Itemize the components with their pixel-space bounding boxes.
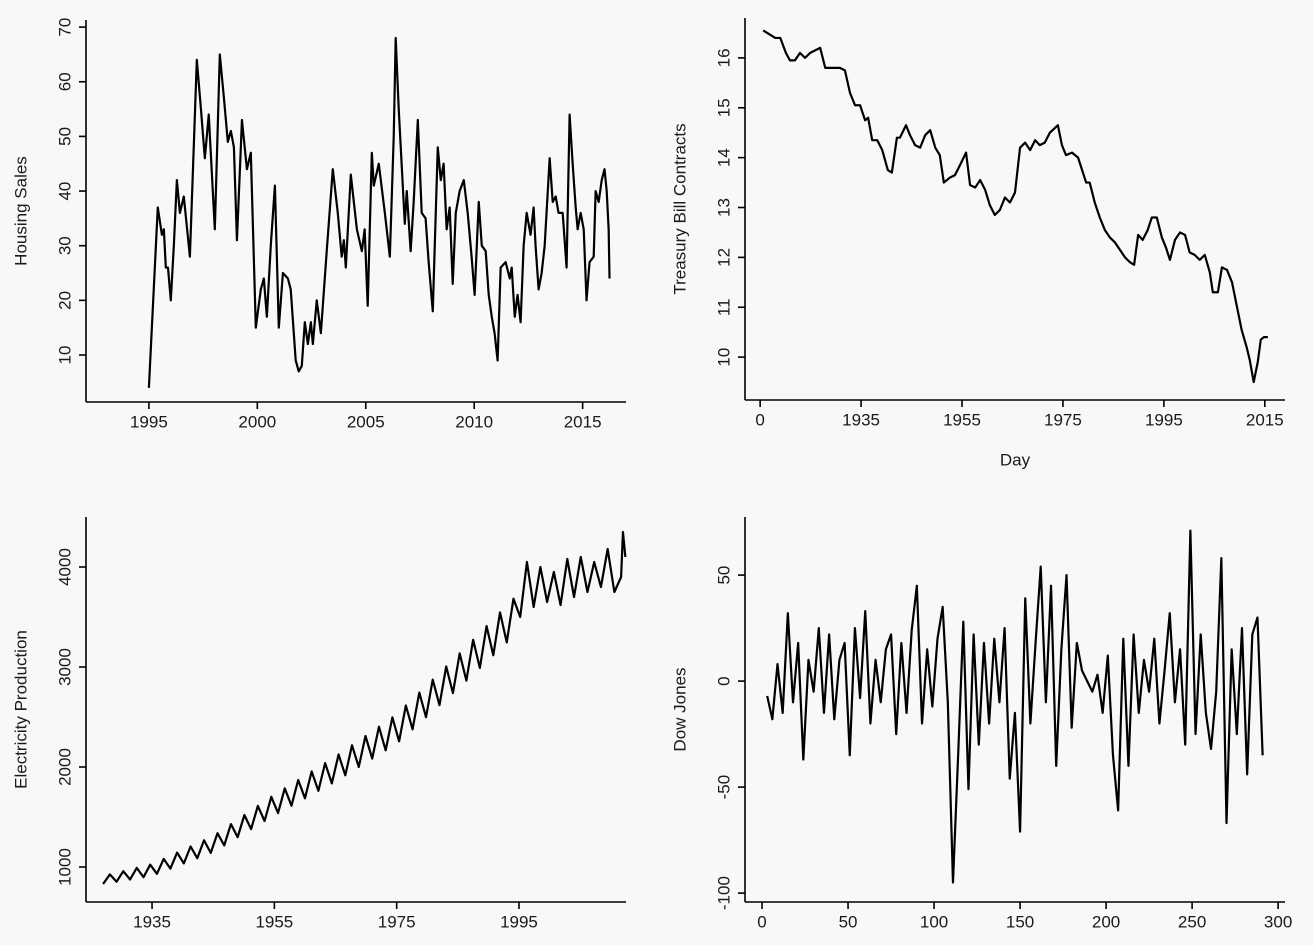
x-tick-label: 50: [839, 912, 858, 931]
x-tick-label: 1935: [842, 410, 880, 429]
x-tick-label: 2015: [1246, 410, 1284, 429]
x-tick-label: 150: [1006, 912, 1034, 931]
y-tick-label: 12: [714, 248, 733, 267]
x-tick-label: 2000: [238, 412, 276, 431]
x-tick-label: 2010: [455, 412, 493, 431]
x-tick-label: 100: [920, 912, 948, 931]
x-axis-label: Day: [1000, 450, 1031, 469]
x-tick-label: 2005: [347, 412, 385, 431]
y-axis-label: Electricity Production: [11, 630, 30, 789]
x-tick-label: 2015: [564, 412, 602, 431]
x-tick-label: 1975: [378, 912, 416, 931]
x-tick-label: 1955: [255, 912, 293, 931]
x-tick-label: 1995: [500, 912, 538, 931]
x-tick-label: 1935: [133, 912, 171, 931]
x-tick-label: 1975: [1044, 410, 1082, 429]
y-tick-label: 60: [55, 72, 74, 91]
x-tick-label: 0: [755, 410, 764, 429]
y-axis-label: Dow Jones: [670, 667, 689, 751]
x-tick-label: 1955: [943, 410, 981, 429]
y-tick-label: 14: [714, 148, 733, 167]
y-tick-label: -100: [714, 876, 733, 910]
y-tick-label: 13: [714, 198, 733, 217]
y-tick-label: -50: [714, 775, 733, 800]
x-tick-label: 200: [1092, 912, 1120, 931]
y-tick-label: 1000: [55, 848, 74, 886]
y-axis-label: Housing Sales: [11, 156, 30, 266]
y-tick-label: 30: [55, 236, 74, 255]
y-tick-label: 10: [714, 348, 733, 367]
x-tick-label: 300: [1264, 912, 1292, 931]
y-tick-label: 10: [55, 346, 74, 365]
x-tick-label: 1995: [1145, 410, 1183, 429]
y-tick-label: 50: [55, 127, 74, 146]
series-line: [766, 529, 1264, 884]
series-line: [147, 36, 611, 388]
y-tick-label: 2000: [55, 748, 74, 786]
series-line: [762, 29, 1268, 384]
x-tick-label: 1995: [130, 412, 168, 431]
y-tick-label: 15: [714, 98, 733, 117]
y-tick-label: 4000: [55, 548, 74, 586]
x-tick-label: 0: [757, 912, 766, 931]
y-tick-label: 40: [55, 182, 74, 201]
y-tick-label: 50: [714, 566, 733, 585]
y-tick-label: 11: [714, 298, 733, 316]
x-tick-label: 250: [1178, 912, 1206, 931]
y-tick-label: 0: [714, 676, 733, 685]
y-tick-label: 3000: [55, 648, 74, 686]
y-tick-label: 70: [55, 18, 74, 37]
y-tick-label: 20: [55, 291, 74, 310]
series-line: [102, 530, 627, 885]
y-tick-label: 16: [714, 48, 733, 67]
y-axis-label: Treasury Bill Contracts: [670, 123, 689, 294]
